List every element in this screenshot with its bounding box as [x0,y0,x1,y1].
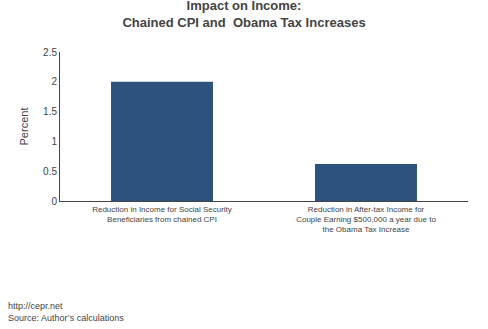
svg-text:0: 0 [51,196,57,207]
svg-text:0.5: 0.5 [43,166,57,177]
svg-text:2: 2 [51,76,57,87]
svg-text:Percent: Percent [18,108,30,146]
svg-text:Impact on Income:Chained CPI a: Impact on Income:Chained CPI and Obama T… [122,0,365,30]
svg-text:2.5: 2.5 [43,47,57,58]
svg-text:Reduction in After-tax Income: Reduction in After-tax Income forCouple … [296,205,436,235]
svg-text:1.5: 1.5 [43,106,57,117]
svg-text:Reduction in Income for Social: Reduction in Income for Social SecurityB… [92,205,232,224]
svg-text:http://cepr.netSource: Author’: http://cepr.netSource: Author’s calculat… [8,301,124,323]
svg-text:1: 1 [51,136,57,147]
